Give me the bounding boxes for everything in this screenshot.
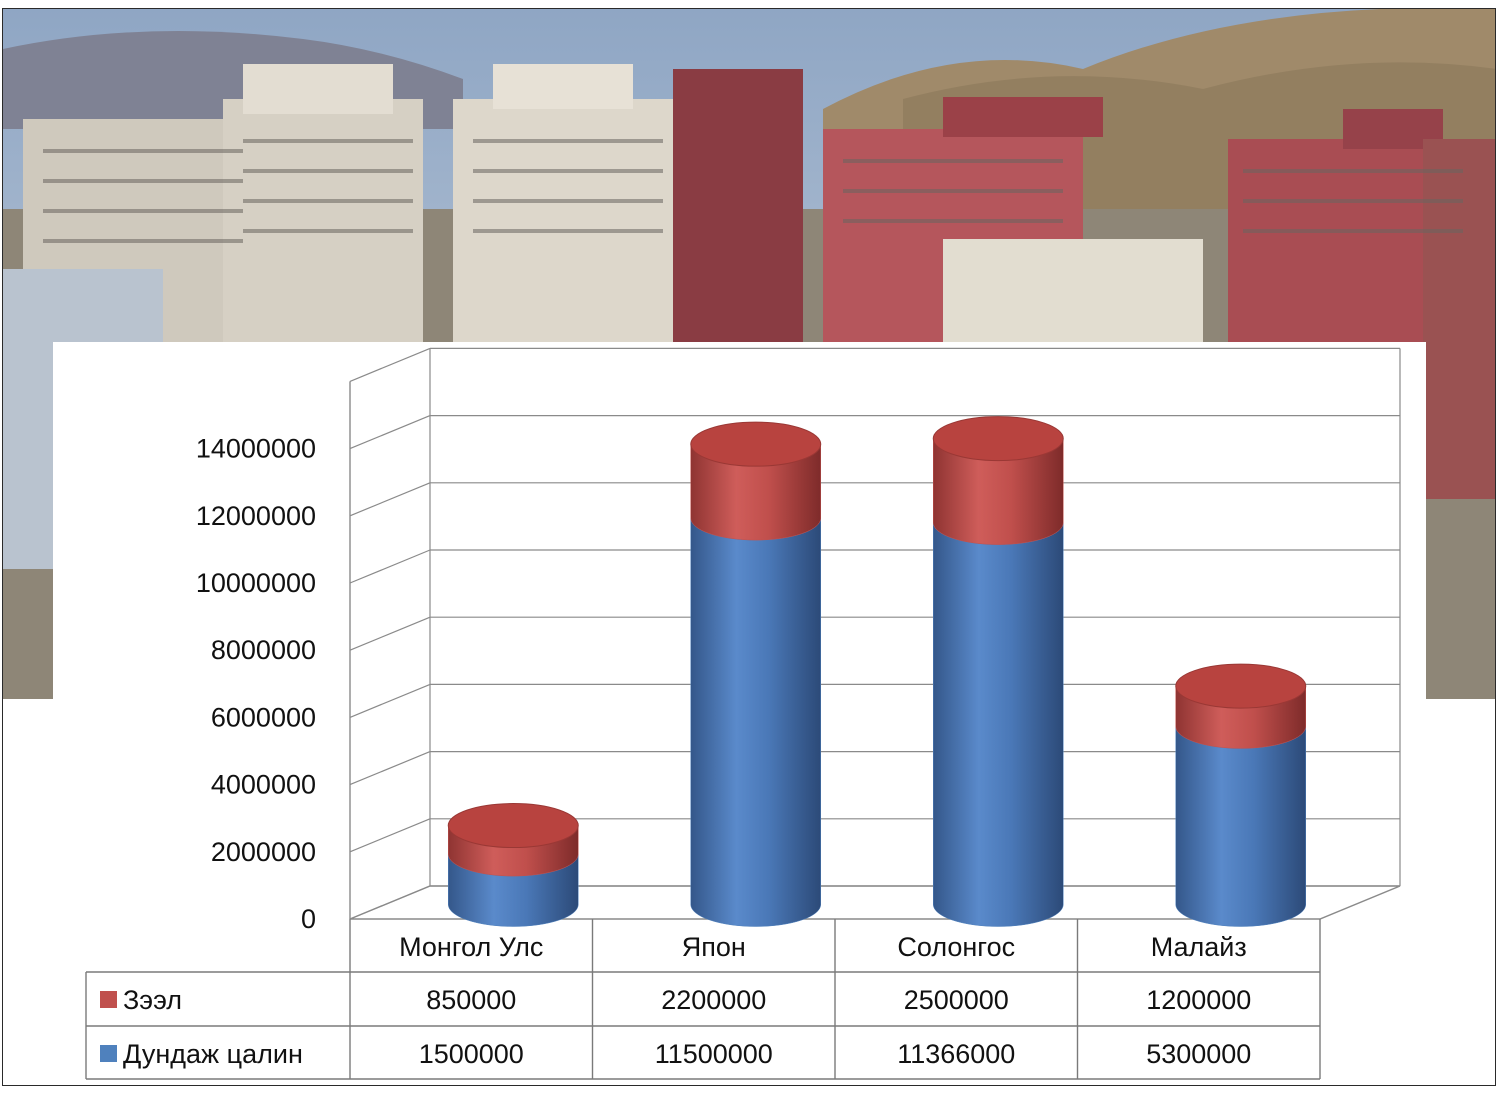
y-tick-label: 12000000 [196,501,316,531]
x-category-label: Малайз [1151,932,1247,962]
bars [447,416,1307,927]
legend-series-label: Зээл [123,985,182,1015]
y-tick-label: 4000000 [211,770,316,800]
slide-frame: 0 2000000 4000000 6000000 8000000 10000000 120… [2,8,1496,1086]
data-table-value: 850000 [426,985,516,1015]
legend-series-label: Дундаж цалин [123,1039,303,1069]
chart-panel: 0 2000000 4000000 6000000 8000000 10000000 120… [53,342,1426,1082]
y-tick-label: 6000000 [211,702,316,732]
data-table-value: 11500000 [655,1039,773,1069]
y-tick-label: 8000000 [211,635,316,665]
bar-loan-top [690,421,822,467]
data-table-value: 2200000 [661,985,766,1015]
y-tick-label: 14000000 [196,434,316,464]
side-gridline [349,683,431,718]
side-gridline [349,751,431,786]
side-gridline [349,482,431,517]
x-category-label: Монгол Улс [399,932,543,962]
bar-loan-top [1175,663,1307,709]
data-table-value: 2500000 [904,985,1009,1015]
bar-group [1175,663,1307,927]
side-gridline [349,818,431,853]
data-table-value: 11366000 [897,1039,1015,1069]
x-category-label: Япон [682,932,746,962]
data-table-value: 1200000 [1146,985,1251,1015]
data-table-value: 1500000 [419,1039,524,1069]
y-axis-ticks: 0 2000000 4000000 6000000 8000000 10000000 120… [196,434,316,934]
side-gridline [349,616,431,651]
bar-salary [933,522,1064,927]
data-table-value: 5300000 [1146,1039,1251,1069]
bar-salary [1175,726,1306,927]
y-tick-label: 0 [301,904,316,934]
bar-loan-top [447,803,579,849]
side-gridline [349,549,431,584]
bar-group [447,803,579,927]
stacked-cylinder-chart: 0 2000000 4000000 6000000 8000000 10000000 120… [85,347,1401,1080]
bar-group [932,416,1064,927]
x-category-label: Солонгос [897,932,1015,962]
data-table: Монгол Улс Япон Солонгос Малайз Зээл 850000 22… [85,919,1321,1080]
legend-swatch [100,1045,117,1062]
side-gridline [349,415,431,450]
y-tick-label: 2000000 [211,837,316,867]
bar-group [690,421,822,927]
y-tick-label: 10000000 [196,568,316,598]
side-gridline [349,347,431,382]
legend-swatch [100,991,117,1008]
bar-loan-top [932,416,1064,462]
bar-salary [690,518,821,927]
